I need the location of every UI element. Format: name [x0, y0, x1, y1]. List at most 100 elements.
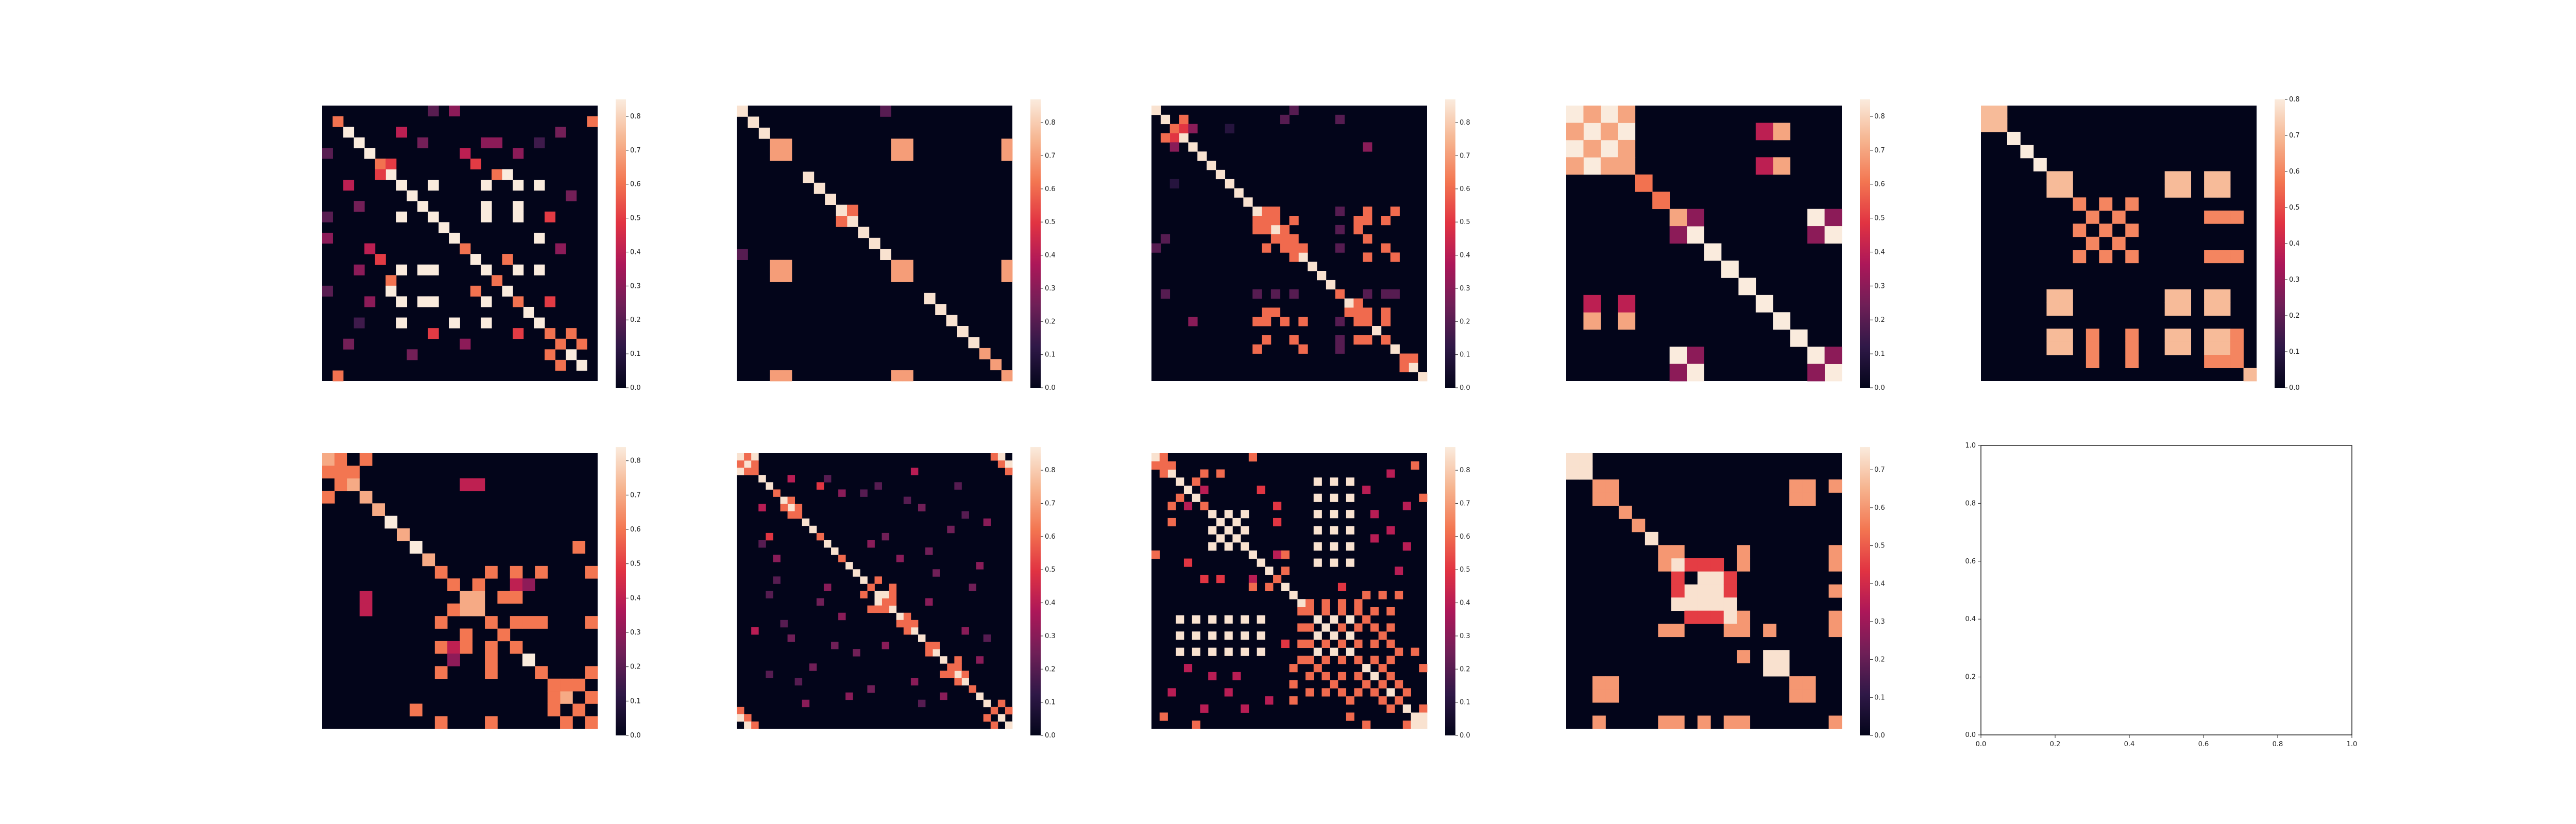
- heatmap-cell: [1386, 469, 1395, 478]
- heatmap-cell: [417, 264, 429, 276]
- heatmap-cell: [1566, 123, 1584, 141]
- heatmap-cell: [874, 482, 882, 490]
- heatmap-cell: [758, 504, 766, 512]
- heatmap-cell: [1289, 252, 1299, 262]
- heatmap-cell: [1370, 672, 1379, 680]
- heatmap-cell: [2059, 184, 2073, 198]
- heatmap-cell: [825, 194, 836, 205]
- colorbar-tick-label: 0.0: [1874, 732, 1885, 740]
- heatmap-cell: [1363, 307, 1372, 317]
- heatmap-cell: [836, 216, 848, 227]
- heatmap-cell: [1200, 704, 1209, 713]
- colorbar-tick-label: 0.3: [1045, 632, 1056, 640]
- heatmap-cell: [1208, 542, 1217, 551]
- y-axis-tick-label: 0.2: [1965, 674, 1976, 681]
- heatmap-cell: [322, 211, 333, 222]
- heatmap-cell: [1802, 479, 1816, 493]
- heatmap-cell: [472, 603, 485, 616]
- heatmap-cell: [1326, 280, 1336, 290]
- heatmap-cell: [1671, 584, 1685, 598]
- heatmap-cell: [1353, 317, 1363, 327]
- heatmap-cell: [460, 591, 473, 604]
- heatmap-cell: [1216, 469, 1225, 478]
- heatmap-cell: [1353, 216, 1363, 226]
- heatmap-cell: [2059, 329, 2073, 342]
- colorbar-tick-label: 0.2: [1874, 316, 1885, 324]
- heatmap-cell: [1723, 571, 1737, 585]
- heatmap-cell: [1419, 664, 1428, 673]
- heatmap-cell: [1419, 720, 1428, 729]
- heatmap-cell: [2007, 131, 2021, 145]
- heatmap-cell: [990, 359, 1002, 370]
- heatmap-cell: [1337, 599, 1347, 608]
- heatmap-cell: [1241, 615, 1249, 624]
- heatmap-cell: [1807, 347, 1825, 364]
- heatmap-cell: [976, 692, 984, 700]
- heatmap-cell: [2125, 355, 2139, 368]
- heatmap-cell: [1789, 479, 1803, 493]
- colorbar-tick-label: 0.6: [630, 526, 641, 534]
- heatmap-panel-6: 0.0 0.1 0.2 0.3 0.4 0.5 0.6 0.7 0.8: [322, 447, 641, 740]
- heatmap-cell: [1170, 124, 1179, 133]
- heatmap-cell: [1262, 207, 1272, 216]
- heatmap-cell: [1402, 720, 1411, 729]
- heatmap-cell: [2217, 210, 2231, 224]
- heatmap-cell: [1216, 575, 1225, 583]
- heatmap-cell: [891, 271, 903, 282]
- heatmap-cell: [1828, 479, 1842, 493]
- heatmap-cell: [758, 127, 770, 139]
- heatmap-cell: [823, 475, 832, 483]
- colorbar-tick-label: 0.8: [1460, 467, 1470, 474]
- heatmap-cell: [2178, 171, 2192, 185]
- heatmap-cell: [794, 504, 803, 512]
- heatmap-cell: [566, 349, 577, 360]
- heatmap-cell: [481, 296, 492, 307]
- heatmap-cell: [1419, 704, 1428, 713]
- heatmap-cell: [1807, 209, 1825, 227]
- colorbar-tick-label: 0.4: [1460, 599, 1470, 607]
- heatmap-cell: [1151, 550, 1160, 559]
- heatmap-cell: [1390, 289, 1400, 299]
- heatmap-cell: [1280, 114, 1290, 125]
- x-axis-tick-label: 1.0: [2347, 741, 2358, 748]
- heatmap-cell: [513, 211, 524, 222]
- heatmap-cell: [545, 211, 556, 222]
- heatmap-cell: [766, 591, 773, 598]
- heatmap-cell: [485, 716, 498, 729]
- heatmap-cell: [2046, 329, 2060, 342]
- heatmap-cell: [560, 678, 573, 692]
- heatmap-cell: [1308, 262, 1317, 271]
- heatmap-cell: [1241, 631, 1249, 640]
- heatmap-cell: [1305, 623, 1314, 632]
- colorbar-tick-label: 0.5: [1045, 566, 1056, 574]
- heatmap-cell: [576, 338, 587, 350]
- heatmap-cell: [1313, 615, 1322, 624]
- heatmap-cell: [924, 293, 936, 304]
- heatmap-cell: [555, 338, 566, 350]
- colorbar-tick-label: 0.3: [1874, 618, 1885, 626]
- heatmap-cell: [896, 612, 904, 621]
- heatmap-cell: [497, 628, 511, 642]
- heatmap-cell: [434, 616, 448, 629]
- heatmap-cell: [1346, 615, 1354, 624]
- heatmap-cell: [1257, 631, 1265, 640]
- heatmap-cell: [1262, 335, 1272, 345]
- x-axis-tick-label: 0.4: [2124, 741, 2135, 748]
- heatmap-cell: [1684, 597, 1698, 611]
- heatmap-cell: [535, 666, 548, 679]
- heatmap-cell: [838, 489, 846, 497]
- heatmap-cell: [481, 264, 492, 276]
- heatmap-cell: [1337, 607, 1347, 616]
- heatmap-cell: [2164, 329, 2178, 342]
- heatmap-cell: [1737, 545, 1751, 559]
- heatmap-cell: [1188, 142, 1198, 152]
- colorbar-tick-label: 0.8: [1045, 119, 1056, 127]
- heatmap-cell: [322, 148, 333, 159]
- heatmap-cell: [1592, 492, 1606, 506]
- colorbar-tick-label: 0.6: [1460, 185, 1470, 193]
- heatmap-cell: [1566, 106, 1584, 123]
- heatmap-cell: [1151, 461, 1160, 470]
- heatmap-cell: [737, 468, 744, 475]
- heatmap-cell: [1363, 216, 1372, 226]
- heatmap-cell: [460, 641, 473, 654]
